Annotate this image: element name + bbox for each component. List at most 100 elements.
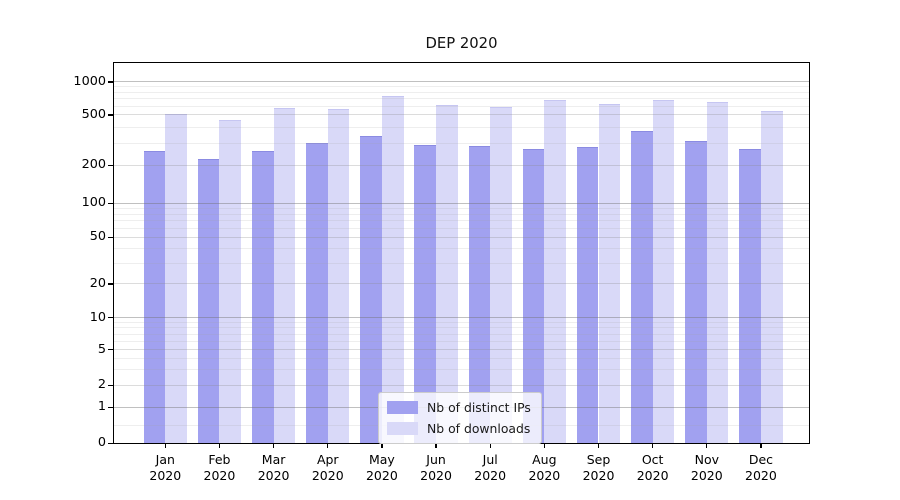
x-tick-label-jun: Jun 2020 <box>404 452 468 483</box>
bar-nb-of-downloads-mar <box>273 107 296 443</box>
y-tick-label: 500 <box>81 106 106 122</box>
y-tick-label: 1 <box>97 399 106 415</box>
legend-label-distinct-ips: Nb of distinct IPs <box>427 400 531 415</box>
bar-nb-of-downloads-apr <box>327 108 350 443</box>
bar-nb-of-distinct-ips-dec <box>739 149 761 443</box>
x-tick-year: 2020 <box>690 467 723 483</box>
y-tick-label: 100 <box>81 195 106 211</box>
bar-nb-of-distinct-ips-jul <box>468 146 491 443</box>
y-tick-mark <box>108 442 114 444</box>
x-tick-year: 2020 <box>528 467 561 483</box>
y-tick-mark <box>108 283 114 285</box>
legend: Nb of distinct IPs Nb of downloads <box>378 392 542 444</box>
y-tick-label: 200 <box>81 157 106 173</box>
x-tick-month: Jun <box>426 452 446 467</box>
minor-gridline <box>114 98 809 100</box>
x-tick-month: Jan <box>155 452 175 467</box>
x-tick-year: 2020 <box>203 467 236 483</box>
x-tick-month: Sep <box>586 452 611 467</box>
decade-gridline <box>114 81 809 83</box>
minor-gridline <box>114 105 809 107</box>
bar-nb-of-downloads-jan <box>165 114 187 443</box>
x-tick-month: Apr <box>316 452 339 467</box>
y-tick-label: 2 <box>97 377 106 393</box>
y-tick-mark <box>108 406 114 408</box>
x-tick-year: 2020 <box>257 467 290 483</box>
x-tick-year: 2020 <box>474 467 507 483</box>
y-tick-mark <box>108 349 114 351</box>
x-tick-month: Feb <box>208 452 231 467</box>
y-tick-mark <box>108 202 114 205</box>
bar-nb-of-downloads-may <box>381 96 404 443</box>
y-tick-label: 0 <box>97 435 106 450</box>
bar-nb-of-distinct-ips-feb <box>197 159 220 443</box>
x-tick-year: 2020 <box>582 467 615 483</box>
bar-nb-of-downloads-sep <box>598 104 621 443</box>
x-tick-month: May <box>368 452 395 467</box>
x-tick-mark <box>760 443 762 448</box>
minor-gridline <box>114 126 809 128</box>
bar-nb-of-downloads-dec <box>760 110 783 443</box>
x-tick-label-mar: Mar 2020 <box>242 452 306 483</box>
x-tick-mark <box>435 443 437 448</box>
x-tick-mark <box>706 443 708 448</box>
bar-nb-of-downloads-jun <box>436 105 458 443</box>
y-tick-mark <box>108 236 114 238</box>
x-tick-label-apr: Apr 2020 <box>296 452 360 483</box>
legend-entry-downloads: Nb of downloads <box>387 421 531 436</box>
minor-gridline <box>114 86 809 88</box>
bar-nb-of-distinct-ips-may <box>360 136 382 443</box>
x-tick-label-jan: Jan 2020 <box>133 452 197 483</box>
x-tick-mark <box>381 443 383 448</box>
bar-nb-of-distinct-ips-nov <box>685 141 707 443</box>
x-tick-year: 2020 <box>636 467 669 483</box>
legend-entry-distinct-ips: Nb of distinct IPs <box>387 400 531 415</box>
x-tick-label-oct: Oct 2020 <box>621 452 685 483</box>
y-tick-mark <box>108 384 114 387</box>
x-tick-mark <box>489 443 491 448</box>
legend-swatch-distinct-ips <box>387 401 418 414</box>
x-tick-label-aug: Aug 2020 <box>512 452 576 483</box>
x-tick-mark <box>218 443 221 448</box>
x-tick-month: Aug <box>532 452 557 467</box>
plot-area: Nb of distinct IPs Nb of downloads 0 1 2 5 1… <box>73 62 810 483</box>
x-tick-mark <box>272 443 275 448</box>
bar-nb-of-downloads-oct <box>652 100 675 443</box>
x-tick-mark <box>164 443 166 448</box>
x-tick-label-may: May 2020 <box>350 452 414 483</box>
x-tick-month: Dec <box>748 452 774 467</box>
x-tick-mark <box>652 443 654 448</box>
x-tick-mark <box>597 443 600 448</box>
legend-label-downloads: Nb of downloads <box>427 421 531 436</box>
x-tick-year: 2020 <box>420 467 452 483</box>
x-tick-year: 2020 <box>311 467 344 483</box>
bar-nb-of-distinct-ips-jun <box>414 145 437 443</box>
x-tick-mark <box>327 443 329 448</box>
x-tick-month: Jul <box>482 452 498 467</box>
x-tick-label-nov: Nov 2020 <box>675 452 739 483</box>
y-tick-label: 20 <box>89 275 106 291</box>
x-tick-label-dec: Dec 2020 <box>729 452 793 483</box>
bar-nb-of-distinct-ips-oct <box>630 130 653 443</box>
y-tick-mark <box>108 164 114 167</box>
legend-swatch-downloads <box>387 422 418 435</box>
y-tick-label: 10 <box>89 309 106 325</box>
bar-nb-of-downloads-feb <box>219 119 242 443</box>
y-tick-label: 1000 <box>73 73 106 89</box>
x-tick-label-sep: Sep 2020 <box>567 452 631 483</box>
y-tick-mark <box>108 81 114 83</box>
x-tick-mark <box>543 443 545 448</box>
bar-nb-of-distinct-ips-mar <box>251 150 274 443</box>
bar-nb-of-distinct-ips-sep <box>576 147 599 443</box>
y-tick-label: 50 <box>89 229 106 245</box>
x-tick-month: Mar <box>261 452 286 467</box>
x-tick-month: Oct <box>641 452 664 467</box>
x-tick-year: 2020 <box>365 467 398 483</box>
y-tick-label: 5 <box>97 341 106 357</box>
y-tick-mark <box>108 114 114 116</box>
y-tick-mark <box>108 317 114 319</box>
major-gridline <box>114 114 809 116</box>
x-tick-label-jul: Jul 2020 <box>458 452 522 483</box>
bar-nb-of-downloads-jul <box>490 107 512 443</box>
